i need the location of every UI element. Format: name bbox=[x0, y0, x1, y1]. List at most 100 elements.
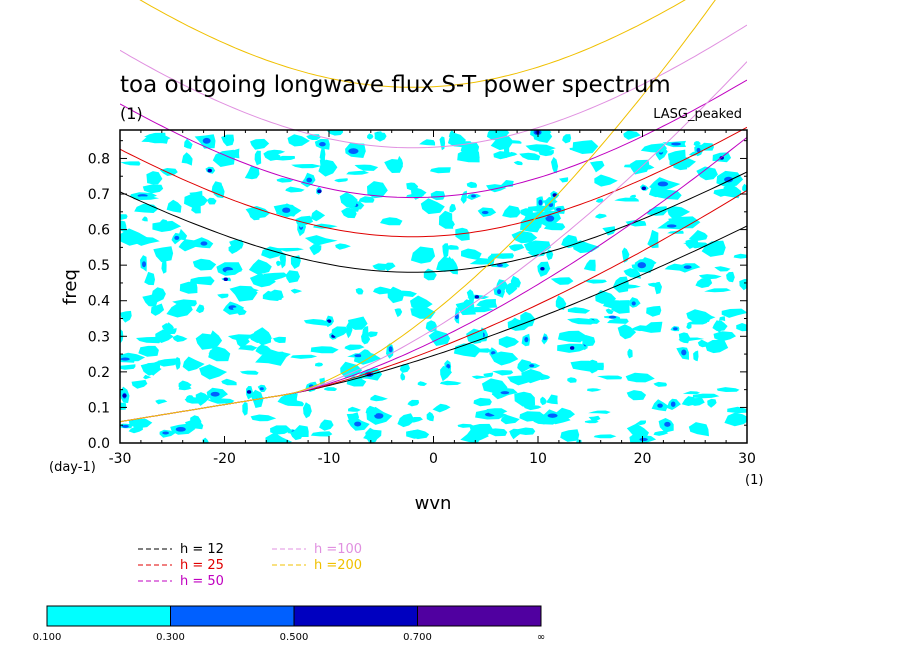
contour-region bbox=[120, 161, 141, 166]
y-tick-label: 0.6 bbox=[88, 223, 110, 239]
contour-region bbox=[250, 138, 270, 150]
contour-region bbox=[704, 288, 731, 293]
contour-region bbox=[367, 181, 388, 199]
y-units-label: (day-1) bbox=[49, 460, 96, 475]
contour-region bbox=[361, 349, 372, 360]
contour-region bbox=[160, 219, 168, 225]
legend-label: h = 50 bbox=[180, 574, 224, 589]
contour-region-high bbox=[175, 426, 186, 432]
contour-region bbox=[406, 182, 419, 192]
contour-region-peak bbox=[540, 266, 545, 271]
contour-region bbox=[696, 166, 718, 181]
contour-region bbox=[150, 303, 165, 316]
contour-region bbox=[346, 322, 353, 339]
contour-region bbox=[739, 279, 747, 291]
contour-region bbox=[417, 381, 428, 386]
contour-region bbox=[517, 427, 536, 435]
contour-region bbox=[354, 164, 379, 171]
contour-region bbox=[384, 262, 396, 272]
contour-region bbox=[527, 371, 538, 377]
contour-region bbox=[155, 399, 168, 405]
contour-region bbox=[440, 365, 452, 382]
contour-region-high bbox=[174, 235, 180, 240]
contour-region-peak bbox=[641, 186, 647, 191]
contour-region bbox=[140, 363, 162, 376]
contour-region-high bbox=[657, 181, 669, 187]
contour-region bbox=[374, 132, 387, 142]
contour-region bbox=[142, 184, 164, 194]
contour-region bbox=[714, 266, 731, 272]
contour-region bbox=[331, 326, 348, 338]
contour-region bbox=[519, 411, 546, 422]
contour-region-high bbox=[631, 301, 636, 306]
contour-region-high bbox=[200, 241, 208, 246]
contour-region-high bbox=[639, 437, 648, 442]
contour-region bbox=[588, 415, 601, 423]
contour-region bbox=[276, 260, 281, 267]
contour-region bbox=[295, 215, 314, 228]
contour-region bbox=[120, 402, 127, 410]
contour-region bbox=[189, 276, 215, 286]
contour-region bbox=[704, 339, 729, 354]
x-tick-label: -10 bbox=[318, 451, 341, 467]
x-tick-label: 0 bbox=[429, 451, 438, 467]
contour-region bbox=[348, 406, 361, 412]
contour-region bbox=[291, 164, 322, 169]
colorbar-segment bbox=[46, 605, 171, 627]
contour-region bbox=[626, 390, 647, 401]
contour-region bbox=[513, 160, 523, 166]
contour-region bbox=[131, 379, 148, 389]
contour-region bbox=[429, 167, 451, 174]
contour-region bbox=[239, 370, 259, 375]
colorbar-segment bbox=[293, 605, 418, 627]
contour-region bbox=[365, 405, 379, 416]
contour-region bbox=[265, 432, 292, 443]
contour-region bbox=[457, 423, 474, 428]
contour-region bbox=[397, 155, 403, 168]
contour-region bbox=[707, 398, 717, 408]
contour-region-high bbox=[529, 364, 535, 368]
contour-region-high bbox=[496, 263, 503, 267]
contour-region bbox=[693, 350, 699, 362]
colorbar-label: 0.500 bbox=[280, 632, 309, 643]
contour-region bbox=[419, 139, 436, 146]
contour-region bbox=[195, 304, 205, 314]
contour-region bbox=[285, 186, 305, 193]
contour-region bbox=[155, 330, 174, 343]
contour-region bbox=[335, 243, 351, 250]
contour-region bbox=[393, 290, 417, 297]
contour-region bbox=[733, 253, 747, 259]
contour-region bbox=[681, 396, 697, 406]
colorbar-label: 0.700 bbox=[403, 632, 432, 643]
contour-region bbox=[420, 198, 445, 215]
contour-region bbox=[557, 330, 587, 343]
contour-region bbox=[525, 144, 556, 152]
contour-region bbox=[471, 375, 489, 379]
contour-region bbox=[724, 412, 747, 427]
contour-region bbox=[166, 199, 182, 213]
contour-region bbox=[466, 306, 494, 313]
contour-region bbox=[161, 258, 167, 274]
contour-region bbox=[438, 210, 454, 229]
contour-region bbox=[509, 428, 521, 440]
contour-region bbox=[254, 150, 262, 166]
contour-region bbox=[492, 370, 514, 376]
contour-region bbox=[654, 281, 662, 295]
contour-region bbox=[594, 174, 618, 187]
contour-region bbox=[178, 380, 192, 390]
contour-region bbox=[498, 336, 519, 348]
contour-region-peak bbox=[223, 277, 228, 282]
contour-region bbox=[279, 252, 286, 269]
chart-title: toa outgoing longwave flux S-T power spe… bbox=[120, 72, 671, 98]
contour-region bbox=[370, 394, 388, 402]
contour-region bbox=[587, 359, 599, 374]
contour-region bbox=[520, 208, 534, 217]
contour-region-high bbox=[500, 391, 510, 395]
contour-region bbox=[713, 331, 736, 342]
colorbar-label: 0.300 bbox=[156, 632, 185, 643]
contour-region bbox=[134, 236, 160, 246]
contour-region-peak bbox=[317, 189, 322, 194]
contour-region bbox=[225, 269, 242, 274]
contour-region bbox=[653, 381, 667, 387]
contour-region-high bbox=[162, 431, 169, 435]
